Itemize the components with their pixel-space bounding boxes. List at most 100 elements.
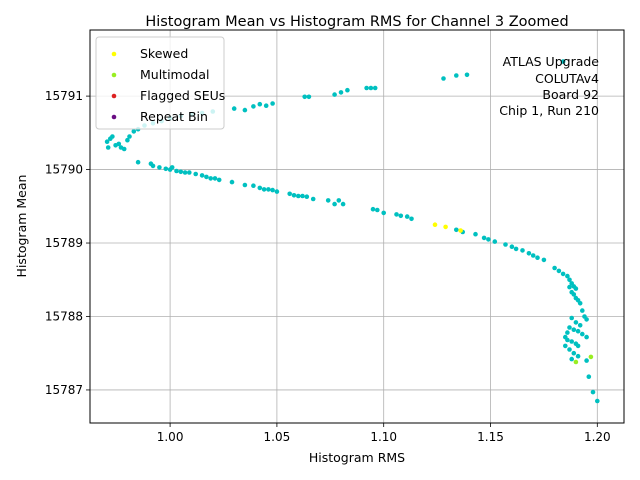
data-point — [464, 72, 470, 78]
data-point — [520, 248, 525, 253]
data-point — [569, 356, 574, 362]
data-point — [296, 193, 301, 199]
data-point — [257, 101, 263, 107]
legend-label-skewed: Skewed — [140, 46, 188, 61]
data-point — [157, 165, 162, 170]
data-point — [573, 286, 579, 291]
data-point — [454, 227, 459, 233]
data-point — [229, 179, 235, 185]
data-point — [127, 134, 132, 139]
data-point — [332, 92, 337, 97]
data-point — [575, 343, 581, 349]
legend-marker-multimodal — [111, 72, 117, 78]
data-point — [306, 94, 312, 100]
data-point — [556, 268, 562, 274]
data-point — [584, 358, 589, 363]
data-point — [577, 323, 583, 328]
data-point — [575, 353, 581, 359]
data-point — [257, 185, 263, 191]
data-point — [526, 251, 532, 256]
data-point — [573, 320, 579, 325]
data-point — [336, 198, 342, 203]
data-point — [580, 331, 585, 337]
annotation-line-4: Chip 1, Run 210 — [499, 103, 599, 118]
y-tick-label: 15789 — [45, 236, 83, 250]
data-point — [584, 317, 589, 322]
data-point — [590, 389, 596, 395]
data-point — [270, 101, 275, 106]
annotation-line-2: COLUTAv4 — [535, 71, 599, 86]
annotation-line-3: Board 92 — [542, 87, 599, 102]
data-point — [302, 94, 308, 100]
data-point — [178, 169, 184, 175]
data-point — [443, 224, 448, 230]
chart-title: Histogram Mean vs Histogram RMS for Chan… — [145, 14, 568, 30]
data-point — [481, 235, 487, 241]
data-point — [381, 210, 387, 216]
data-point — [368, 85, 374, 91]
data-point — [565, 330, 570, 335]
data-point — [567, 347, 572, 352]
data-point — [193, 171, 198, 177]
data-point — [325, 198, 331, 203]
data-point — [454, 73, 459, 78]
data-point — [121, 146, 127, 152]
data-point — [204, 174, 209, 180]
x-axis-label: Histogram RMS — [309, 450, 405, 465]
x-tick-label: 1.05 — [264, 430, 291, 444]
data-point — [541, 257, 547, 263]
data-point — [584, 334, 589, 340]
data-point — [263, 103, 269, 108]
data-point — [577, 301, 583, 306]
data-point — [163, 166, 169, 172]
legend-marker-skewed — [111, 51, 117, 57]
y-tick-label: 15787 — [45, 383, 83, 397]
data-point — [340, 201, 346, 207]
legend: Skewed Multimodal Flagged SEUs Repeat Bi… — [95, 36, 225, 130]
legend-marker-flagged-seus — [111, 93, 117, 99]
data-point — [441, 76, 446, 81]
data-point — [345, 87, 350, 93]
data-point — [571, 327, 577, 333]
data-point — [569, 315, 574, 321]
data-point — [565, 273, 570, 279]
x-tick-label: 1.10 — [370, 430, 397, 444]
legend-label-flagged-seus: Flagged SEUs — [140, 88, 225, 103]
data-point — [304, 194, 310, 199]
data-point — [332, 201, 337, 207]
data-point — [216, 177, 222, 183]
y-tick-label: 15791 — [45, 89, 83, 103]
legend-marker-repeat-bin — [111, 114, 117, 120]
y-axis-label: Histogram Mean — [14, 175, 29, 278]
data-point — [535, 255, 540, 260]
data-point — [375, 207, 380, 213]
x-tick-label: 1.00 — [157, 430, 184, 444]
data-point — [595, 398, 600, 404]
data-point — [187, 170, 192, 175]
data-point — [563, 343, 568, 349]
y-tick-label: 15790 — [45, 163, 83, 177]
data-point — [169, 165, 175, 170]
data-point — [552, 265, 557, 271]
data-point — [274, 189, 280, 194]
data-point — [473, 231, 478, 237]
data-point — [310, 196, 316, 202]
data-point — [573, 359, 579, 365]
data-point — [372, 85, 378, 91]
data-point — [458, 228, 463, 233]
y-tick-label: 15788 — [45, 309, 83, 323]
data-point — [486, 237, 491, 242]
data-point — [291, 193, 297, 198]
data-point — [509, 244, 515, 249]
data-point — [409, 216, 414, 222]
annotation: ATLAS Upgrade COLUTAv4 Board 92 Chip 1, … — [499, 54, 599, 118]
data-point — [174, 168, 179, 174]
data-point — [104, 139, 110, 144]
data-point — [565, 337, 570, 343]
data-point — [116, 141, 122, 147]
data-point — [503, 242, 508, 247]
data-point — [231, 106, 237, 111]
data-point — [571, 292, 577, 297]
data-point — [492, 239, 498, 244]
